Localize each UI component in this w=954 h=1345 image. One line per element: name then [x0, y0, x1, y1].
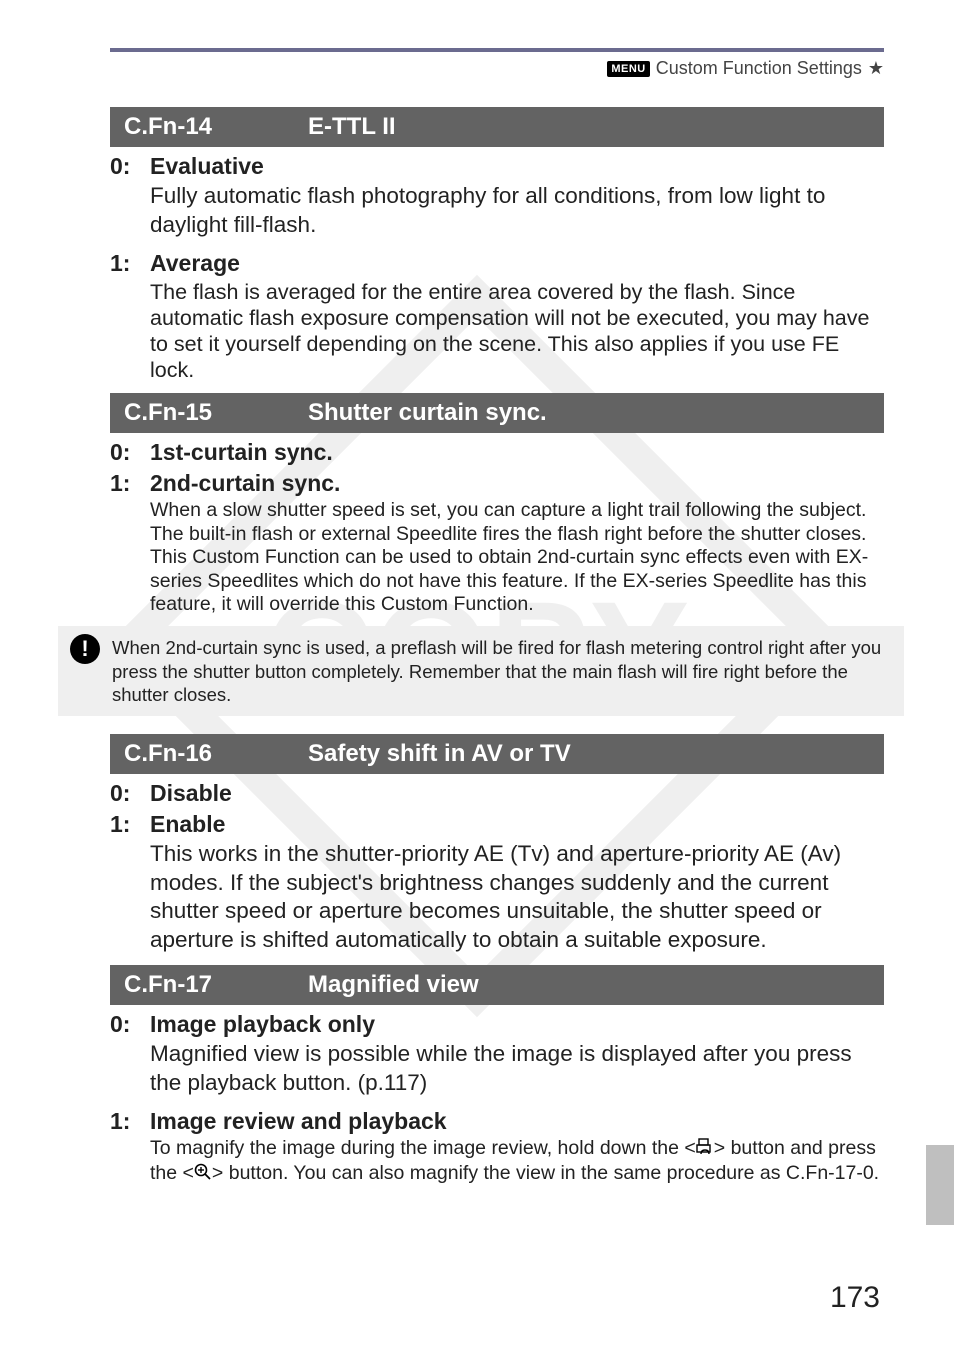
item-label: Image playback only [150, 1011, 375, 1038]
item-number: 0: [110, 153, 136, 180]
cfn-code: C.Fn-15 [124, 399, 244, 427]
cfn-item: 0: Evaluative [110, 153, 884, 180]
item-body: To magnify the image during the image re… [150, 1137, 884, 1188]
page-number: 173 [830, 1281, 880, 1315]
cfn-title: Magnified view [308, 971, 479, 999]
item-body: Fully automatic flash photography for al… [150, 182, 884, 240]
cfn-item: 0: Image playback only [110, 1011, 884, 1038]
cfn-item: 0: Disable [110, 780, 884, 807]
cfn-code: C.Fn-14 [124, 113, 244, 141]
cfn-section-bar: C.Fn-15 Shutter curtain sync. [110, 393, 884, 433]
info-box: ! When 2nd-curtain sync is used, a prefla… [58, 626, 904, 715]
cfn-item: 1: Enable [110, 811, 884, 838]
item-number: 1: [110, 250, 136, 277]
print-share-icon [696, 1138, 714, 1162]
item-number: 0: [110, 1011, 136, 1038]
item-body: Magnified view is possible while the ima… [150, 1040, 884, 1098]
item-number: 0: [110, 780, 136, 807]
cfn-code: C.Fn-17 [124, 971, 244, 999]
item-number: 1: [110, 811, 136, 838]
magnify-plus-icon [194, 1163, 212, 1187]
cfn-item: 1: Average [110, 250, 884, 277]
cfn-section-bar: C.Fn-17 Magnified view [110, 965, 884, 1005]
cfn-title: Shutter curtain sync. [308, 399, 547, 427]
item-number: 0: [110, 439, 136, 466]
item-body: The flash is averaged for the entire are… [150, 279, 884, 384]
item-label: Evaluative [150, 153, 264, 180]
item-label: Image review and playback [150, 1108, 447, 1135]
cfn-item: 1: Image review and playback [110, 1108, 884, 1135]
breadcrumb: MENU Custom Function Settings ★ [110, 58, 884, 79]
cfn-item: 0: 1st-curtain sync. [110, 439, 884, 466]
item-body: When a slow shutter speed is set, you ca… [150, 499, 884, 616]
cfn-section-bar: C.Fn-14 E-TTL II [110, 107, 884, 147]
menu-badge: MENU [607, 61, 649, 77]
item-label: Average [150, 250, 240, 277]
item-label: Disable [150, 780, 232, 807]
cfn-section-bar: C.Fn-16 Safety shift in AV or TV [110, 734, 884, 774]
cfn-title: E-TTL II [308, 113, 396, 141]
cfn-item: 1: 2nd-curtain sync. [110, 470, 884, 497]
cfn-code: C.Fn-16 [124, 740, 244, 768]
item-label: 1st-curtain sync. [150, 439, 333, 466]
item-number: 1: [110, 1108, 136, 1135]
item-label: 2nd-curtain sync. [150, 470, 340, 497]
header-rule [110, 48, 884, 52]
breadcrumb-text: Custom Function Settings [656, 58, 862, 79]
cfn-title: Safety shift in AV or TV [308, 740, 571, 768]
breadcrumb-star: ★ [868, 58, 884, 79]
page-content: MENU Custom Function Settings ★ C.Fn-14 E… [0, 0, 954, 1187]
item-label: Enable [150, 811, 225, 838]
item-body: This works in the shutter-priority AE (T… [150, 840, 884, 955]
info-text: When 2nd-curtain sync is used, a preflas… [112, 636, 882, 705]
item-number: 1: [110, 470, 136, 497]
caution-icon: ! [70, 634, 100, 664]
